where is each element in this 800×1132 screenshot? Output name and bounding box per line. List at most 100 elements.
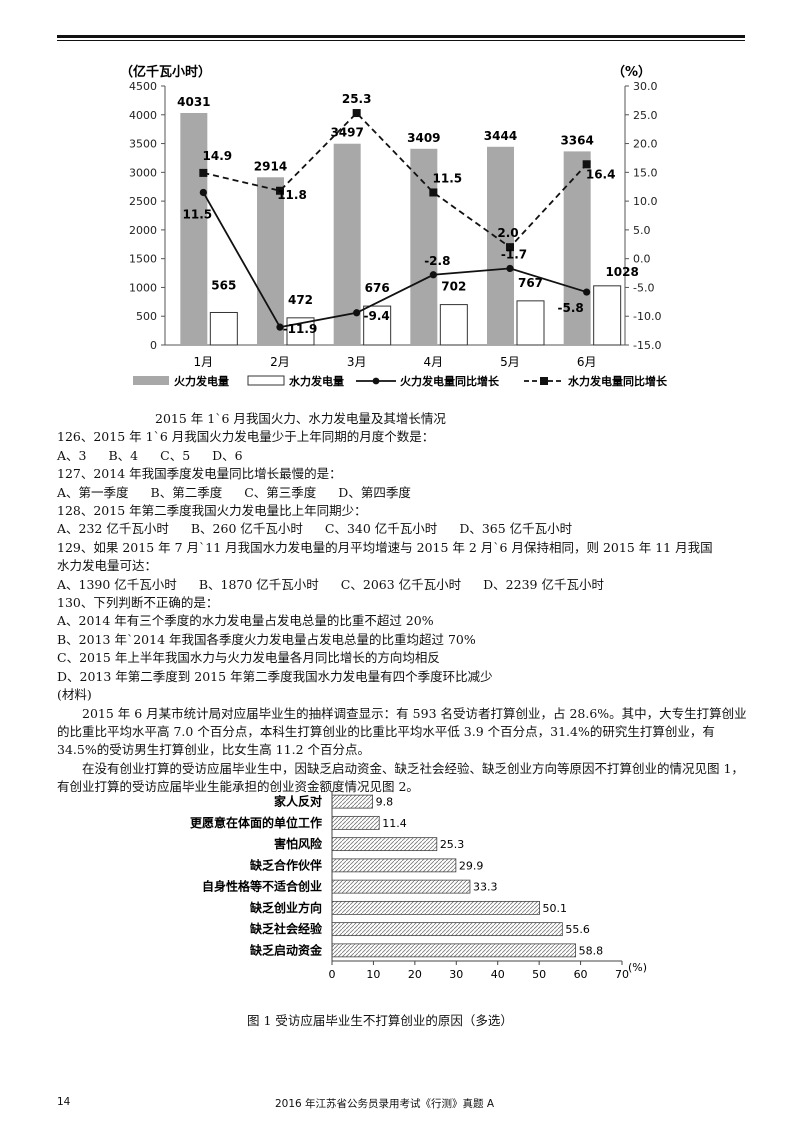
x-axis-unit: (%) bbox=[628, 961, 647, 974]
thermal-growth-marker bbox=[276, 323, 284, 331]
left-tick-label: 4000 bbox=[129, 109, 157, 122]
thermal-growth-marker bbox=[429, 271, 437, 279]
option: A、232 亿千瓦小时 bbox=[57, 521, 169, 537]
legend-thermal-growth-label: 火力发电量同比增长 bbox=[400, 374, 500, 388]
x-tick-label: 40 bbox=[491, 968, 505, 981]
right-tick-label: -15.0 bbox=[633, 339, 661, 352]
left-tick-label: 3500 bbox=[129, 138, 157, 151]
left-tick-label: 1500 bbox=[129, 253, 157, 266]
option: B、4 bbox=[108, 447, 139, 463]
legend-thermal-label: 火力发电量 bbox=[174, 374, 229, 388]
bar bbox=[331, 858, 457, 873]
question-129-line2: 水力发电量可达： bbox=[57, 558, 158, 574]
left-tick-label: 0 bbox=[150, 339, 157, 352]
thermal-bar-label: 3497 bbox=[330, 126, 363, 140]
hydro-growth-label: 11.5 bbox=[433, 171, 463, 185]
option: C、第三季度 bbox=[244, 484, 317, 500]
right-axis-unit: （%） bbox=[612, 64, 651, 80]
bar-value-label: 55.6 bbox=[565, 923, 590, 936]
material-paragraph-1: 2015 年 6 月某市统计局对应届毕业生的抽样调查显示：有 593 名受访者打… bbox=[57, 705, 747, 758]
option: D、2239 亿千瓦小时 bbox=[483, 576, 604, 592]
thermal-bar-label: 2914 bbox=[254, 159, 287, 173]
footer-title: 2016 年江苏省公务员录用考试《行测》真题 A bbox=[275, 1098, 495, 1110]
question-130-option-c: C、2015 年上半年我国水力与火力发电量各月同比增长的方向均相反 bbox=[57, 650, 440, 666]
right-tick-label: 5.0 bbox=[633, 224, 651, 237]
hydro-growth-label: 14.9 bbox=[203, 149, 233, 163]
thermal-bar-label: 3409 bbox=[407, 131, 440, 145]
bar bbox=[331, 922, 563, 937]
header-rule-thin bbox=[57, 40, 745, 41]
left-tick-label: 2500 bbox=[129, 195, 157, 208]
bar-value-label: 29.9 bbox=[459, 859, 484, 872]
legend-hydro-marker bbox=[540, 377, 548, 385]
right-tick-label: 20.0 bbox=[633, 138, 658, 151]
hydro-growth-label: 11.8 bbox=[277, 188, 307, 202]
hydro-bar-label: 472 bbox=[288, 293, 313, 307]
hydro-bars: 565 472 676 702 767 1028 bbox=[209, 265, 639, 346]
category-label: 缺乏社会经验 bbox=[250, 921, 323, 936]
thermal-bar-label: 3444 bbox=[484, 129, 517, 143]
legend-thermal-swatch bbox=[133, 376, 169, 385]
header-rule-thick bbox=[57, 35, 745, 38]
thermal-bar-label: 4031 bbox=[177, 95, 210, 109]
right-tick-label: 15.0 bbox=[633, 166, 658, 179]
right-tick-label: 30.0 bbox=[633, 80, 658, 93]
x-category-label: 5月 bbox=[500, 355, 520, 369]
chart1-title: 2015 年 1`6 月我国火力、水力发电量及其增长情况 bbox=[155, 411, 446, 426]
x-tick-label: 10 bbox=[366, 968, 380, 981]
x-category-label: 3月 bbox=[347, 355, 367, 369]
chart2-title: 图 1 受访应届毕业生不打算创业的原因（多选） bbox=[247, 1013, 513, 1028]
left-tick-label: 1000 bbox=[129, 281, 157, 294]
category-labels: 家人反对更愿意在体面的单位工作害怕风险缺乏合作伙伴自身性格等不适合创业缺乏创业方… bbox=[190, 794, 323, 958]
page-number: 14 bbox=[57, 1096, 71, 1108]
category-label: 缺乏创业方向 bbox=[250, 900, 322, 915]
question-127: 127、2014 年我国季度发电量同比增长最慢的是： bbox=[57, 466, 342, 482]
x-tick-label: 50 bbox=[532, 968, 546, 981]
hydro-bar-label: 702 bbox=[441, 280, 466, 294]
left-tick-label: 500 bbox=[136, 310, 157, 323]
legend-thermal-marker bbox=[372, 377, 380, 385]
hydro-bar bbox=[209, 311, 238, 346]
material-label: (材料) bbox=[57, 687, 92, 703]
hydro-bar bbox=[363, 305, 392, 346]
hydro-bar-label: 676 bbox=[365, 281, 390, 295]
question-126-options: A、3 B、4 C、5 D、6 bbox=[57, 447, 747, 465]
option: C、2063 亿千瓦小时 bbox=[340, 576, 462, 592]
bar bbox=[331, 900, 540, 915]
option: C、340 亿千瓦小时 bbox=[324, 521, 438, 537]
question-128: 128、2015 年第二季度我国火力发电量比上年同期少： bbox=[57, 503, 367, 519]
x-tick-label: 70 bbox=[615, 968, 629, 981]
option: D、365 亿千瓦小时 bbox=[459, 521, 573, 537]
material-paragraph-2: 在没有创业打算的受访应届毕业生中，因缺乏启动资金、缺乏社会经验、缺乏创业方向等原… bbox=[57, 760, 744, 795]
question-130-option-b: B、2013 年`2014 年我国各季度火力发电量占发电总量的比重均超过 70% bbox=[57, 631, 476, 647]
right-axis: -15.0 -10.0 -5.0 0.0 5.0 10.0 15.0 20.0 25.0 30.0 bbox=[624, 80, 661, 352]
thermal-bar bbox=[563, 151, 591, 345]
hydro-growth-marker bbox=[429, 188, 438, 197]
question-block: 2015 年 1`6 月我国火力、水力发电量及其增长情况 126、2015 年 … bbox=[57, 410, 747, 797]
option: A、第一季度 bbox=[57, 484, 129, 500]
legend: 火力发电量 水力发电量 火力发电量同比增长 水力发电量同比增长 bbox=[133, 374, 668, 388]
thermal-growth-marker bbox=[583, 288, 591, 296]
x-tick-label: 20 bbox=[408, 968, 422, 981]
legend-hydro-label: 水力发电量 bbox=[289, 374, 344, 388]
x-axis: 0 10 20 30 40 50 60 70 bbox=[329, 791, 629, 981]
hydro-bar bbox=[593, 285, 622, 346]
hydro-growth-marker bbox=[199, 168, 208, 177]
x-category-label: 6月 bbox=[577, 355, 597, 369]
thermal-growth-label: -1.7 bbox=[501, 247, 527, 261]
question-126: 126、2015 年 1`6 月我国火力发电量少于上年同期的月度个数是： bbox=[57, 429, 435, 445]
right-tick-label: -5.0 bbox=[633, 281, 654, 294]
thermal-growth-marker bbox=[353, 309, 361, 317]
bar bbox=[331, 794, 373, 809]
x-category-label: 4月 bbox=[424, 355, 444, 369]
option: A、1390 亿千瓦小时 bbox=[57, 576, 177, 592]
hydro-growth-label: 2.0 bbox=[497, 226, 518, 240]
hydro-bar-label: 767 bbox=[518, 276, 543, 290]
question-127-options: A、第一季度 B、第二季度 C、第三季度 D、第四季度 bbox=[57, 484, 747, 502]
question-129-line1: 129、如果 2015 年 7 月`11 月我国水力发电量的月平均增速与 201… bbox=[57, 539, 713, 555]
x-tick-label: 0 bbox=[329, 968, 336, 981]
thermal-growth-label: -9.4 bbox=[364, 309, 390, 323]
right-tick-label: 10.0 bbox=[633, 195, 658, 208]
left-axis-unit: （亿千瓦小时） bbox=[120, 64, 211, 80]
hydro-bar-label: 1028 bbox=[605, 265, 638, 279]
